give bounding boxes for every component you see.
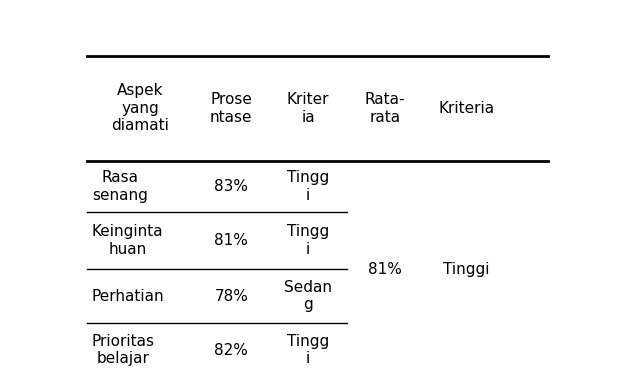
Text: Rasa
senang: Rasa senang	[92, 170, 148, 203]
Text: 83%: 83%	[215, 179, 248, 194]
Text: Aspek
yang
diamati: Aspek yang diamati	[111, 83, 169, 133]
Text: Tinggi: Tinggi	[443, 262, 490, 277]
Text: Keinginta
huan: Keinginta huan	[92, 224, 164, 257]
Text: 81%: 81%	[215, 233, 248, 248]
Text: Prioritas
belajar: Prioritas belajar	[92, 334, 155, 366]
Text: 78%: 78%	[215, 289, 248, 303]
Text: Rata-
rata: Rata- rata	[365, 92, 405, 124]
Text: Kriteria: Kriteria	[438, 101, 495, 116]
Text: 82%: 82%	[215, 342, 248, 358]
Text: Tingg
i: Tingg i	[287, 170, 329, 203]
Text: Tingg
i: Tingg i	[287, 334, 329, 366]
Text: Tingg
i: Tingg i	[287, 224, 329, 257]
Text: Prose
ntase: Prose ntase	[210, 92, 252, 124]
Text: Kriter
ia: Kriter ia	[287, 92, 329, 124]
Text: Perhatian: Perhatian	[92, 289, 164, 303]
Text: Sedan
g: Sedan g	[284, 280, 332, 312]
Text: 81%: 81%	[368, 262, 402, 277]
